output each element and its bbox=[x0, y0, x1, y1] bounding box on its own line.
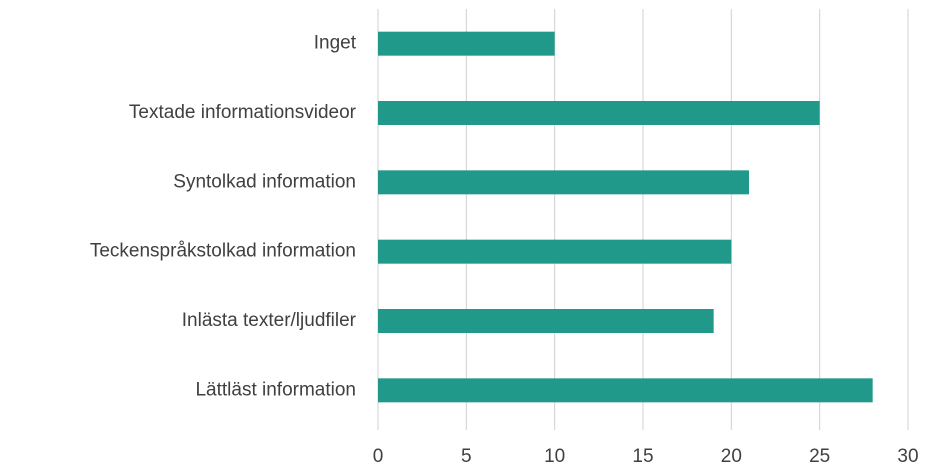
x-tick-label: 30 bbox=[897, 446, 918, 467]
y-tick-label: Textade informationsvideor bbox=[129, 102, 357, 123]
bar bbox=[378, 309, 714, 333]
bar bbox=[378, 378, 873, 403]
x-tick-label: 20 bbox=[721, 446, 742, 467]
bar bbox=[378, 170, 749, 195]
y-tick-label: Teckenspråkstolkad information bbox=[90, 241, 356, 262]
y-tick-label: Lättläst information bbox=[195, 379, 356, 400]
x-tick-label: 15 bbox=[632, 446, 653, 467]
x-tick-label: 0 bbox=[373, 446, 384, 467]
x-tick-label: 25 bbox=[809, 446, 830, 467]
y-tick-label: Syntolkad information bbox=[173, 171, 356, 192]
x-tick-label: 10 bbox=[544, 446, 565, 467]
x-tick-label: 5 bbox=[461, 446, 472, 467]
bar bbox=[378, 101, 820, 125]
bar bbox=[378, 239, 732, 264]
y-tick-label: Inget bbox=[314, 33, 357, 54]
bar bbox=[378, 31, 555, 56]
y-tick-label: Inlästa texter/ljudfiler bbox=[182, 310, 357, 331]
